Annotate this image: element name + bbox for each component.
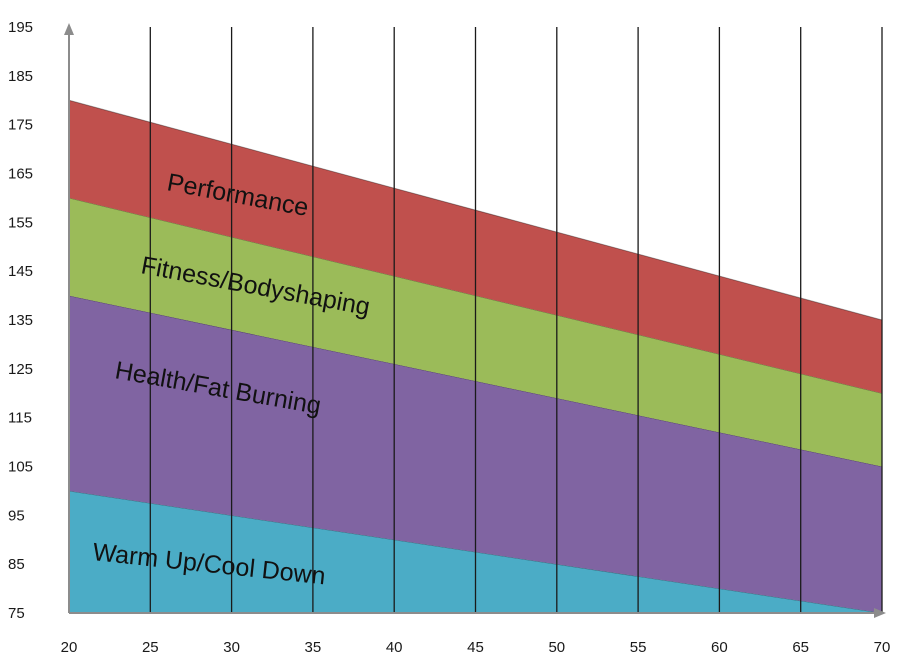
x-tick-label: 25 (142, 639, 159, 656)
y-tick-label: 175 (8, 117, 33, 134)
x-tick-label: 60 (711, 639, 728, 656)
axes (64, 23, 886, 618)
vertical-gridlines (149, 27, 883, 613)
y-tick-label: 185 (8, 68, 33, 85)
y-tick-label: 85 (8, 556, 25, 573)
x-tick-label: 70 (874, 639, 891, 656)
y-tick-label: 165 (8, 166, 33, 183)
y-tick-labels: 75 85 95 105 115 125 135 145 155 165 175 185 195 (8, 19, 33, 622)
y-tick-label: 195 (8, 19, 33, 36)
x-tick-label: 35 (305, 639, 322, 656)
band-warm-up-cool-down (69, 490, 882, 613)
y-tick-label: 135 (8, 312, 33, 329)
x-tick-label: 65 (792, 639, 809, 656)
y-tick-label: 155 (8, 214, 33, 231)
y-tick-label: 105 (8, 459, 33, 476)
y-tick-label: 95 (8, 507, 25, 524)
x-axis-arrow (874, 608, 886, 618)
y-tick-label: 145 (8, 263, 33, 280)
x-tick-label: 40 (386, 639, 403, 656)
x-tick-label: 20 (61, 639, 78, 656)
x-tick-label: 30 (223, 639, 240, 656)
y-axis-arrow (64, 23, 74, 35)
y-tick-label: 125 (8, 361, 33, 378)
x-tick-labels: 20 25 30 35 40 45 50 55 60 65 70 (61, 639, 891, 656)
y-tick-label: 75 (8, 605, 25, 622)
y-tick-label: 115 (8, 410, 32, 427)
x-tick-label: 55 (630, 639, 647, 656)
x-tick-label: 45 (467, 639, 484, 656)
x-tick-label: 50 (548, 639, 565, 656)
